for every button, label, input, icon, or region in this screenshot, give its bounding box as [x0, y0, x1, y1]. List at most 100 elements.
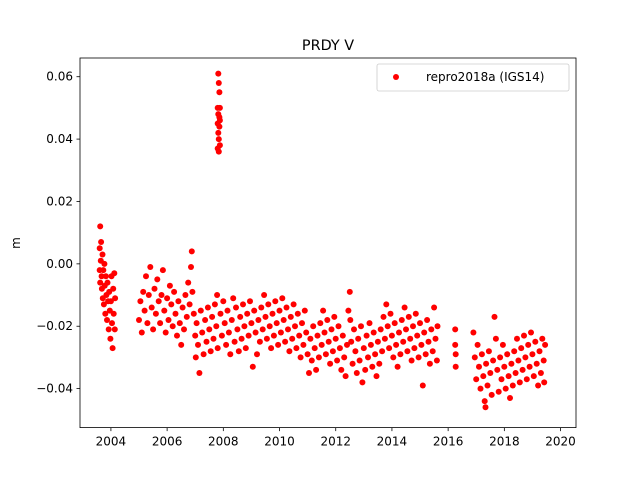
- data-point: [373, 373, 380, 380]
- data-point: [245, 332, 252, 339]
- data-point: [535, 382, 542, 389]
- data-point: [314, 332, 321, 339]
- data-point: [345, 307, 352, 314]
- data-point: [397, 351, 404, 358]
- data-point: [317, 320, 324, 327]
- data-point: [216, 142, 223, 149]
- x-tick-label: 2014: [377, 435, 408, 449]
- data-point: [536, 348, 543, 355]
- data-point: [294, 310, 301, 317]
- data-point: [490, 357, 497, 364]
- data-point: [408, 357, 415, 364]
- data-point: [341, 354, 348, 361]
- data-point: [338, 366, 345, 373]
- data-point: [471, 354, 478, 361]
- data-point: [494, 366, 501, 373]
- data-point: [215, 129, 222, 136]
- data-point: [526, 363, 533, 370]
- data-point: [285, 326, 291, 333]
- data-point: [228, 317, 235, 323]
- data-point: [166, 282, 173, 289]
- data-point: [235, 348, 242, 355]
- data-point: [293, 345, 300, 352]
- data-point: [101, 260, 108, 267]
- data-point: [351, 326, 357, 333]
- data-point: [99, 251, 106, 258]
- data-point: [233, 304, 239, 311]
- data-point: [207, 348, 214, 355]
- data-point: [522, 354, 529, 361]
- data-point: [206, 326, 213, 333]
- data-point: [100, 267, 107, 274]
- data-point: [145, 292, 152, 298]
- data-point: [390, 354, 397, 361]
- data-point: [487, 370, 494, 376]
- data-point: [251, 307, 258, 314]
- data-point: [186, 301, 193, 308]
- data-point: [499, 341, 506, 348]
- data-point: [254, 351, 260, 358]
- data-point: [540, 357, 547, 364]
- data-point: [280, 317, 287, 323]
- data-point: [216, 123, 223, 130]
- data-point: [362, 366, 369, 373]
- data-point: [484, 382, 491, 389]
- data-point: [155, 298, 162, 305]
- data-point: [415, 354, 422, 361]
- data-point: [111, 326, 118, 333]
- data-point: [407, 335, 414, 342]
- data-point: [359, 379, 366, 386]
- data-point: [292, 323, 298, 330]
- data-point: [238, 335, 245, 342]
- y-tick-label: 0.00: [46, 257, 73, 271]
- data-point: [255, 317, 262, 323]
- data-point: [272, 298, 279, 305]
- data-point: [299, 320, 305, 327]
- data-point: [102, 273, 109, 280]
- data-point: [328, 326, 335, 333]
- data-point: [356, 357, 363, 364]
- data-point: [515, 357, 522, 364]
- data-point: [265, 301, 272, 308]
- y-tick-label: 0.02: [46, 194, 73, 208]
- data-point: [151, 285, 158, 292]
- data-point: [97, 279, 104, 286]
- data-point: [405, 313, 412, 320]
- data-point: [434, 323, 441, 330]
- data-point: [227, 351, 234, 358]
- data-point: [394, 363, 401, 370]
- data-point: [289, 335, 296, 342]
- x-tick-label: 2006: [152, 435, 183, 449]
- data-point: [313, 366, 320, 373]
- data-point: [213, 323, 220, 330]
- data-point: [325, 338, 332, 345]
- data-point: [539, 335, 546, 342]
- data-point: [482, 404, 489, 411]
- data-point: [542, 341, 549, 348]
- data-point: [429, 348, 436, 355]
- data-point: [366, 320, 373, 327]
- data-point: [104, 279, 111, 286]
- data-point: [220, 298, 227, 305]
- data-point: [144, 320, 151, 327]
- data-point: [148, 304, 155, 311]
- data-point: [214, 345, 221, 352]
- data-point: [391, 320, 398, 327]
- data-point: [218, 332, 225, 339]
- data-point: [367, 341, 374, 348]
- data-point: [181, 326, 187, 333]
- data-point: [234, 326, 241, 333]
- data-point: [192, 354, 199, 361]
- data-point: [111, 270, 118, 277]
- data-point: [215, 70, 222, 77]
- data-point: [485, 348, 492, 355]
- data-point: [221, 320, 228, 327]
- legend: repro2018a (IGS14): [376, 63, 570, 92]
- data-point: [286, 348, 293, 355]
- data-point: [230, 295, 237, 302]
- data-point: [412, 310, 419, 317]
- data-point: [188, 264, 194, 270]
- data-point: [355, 335, 362, 342]
- x-tick-label: 2004: [96, 435, 127, 449]
